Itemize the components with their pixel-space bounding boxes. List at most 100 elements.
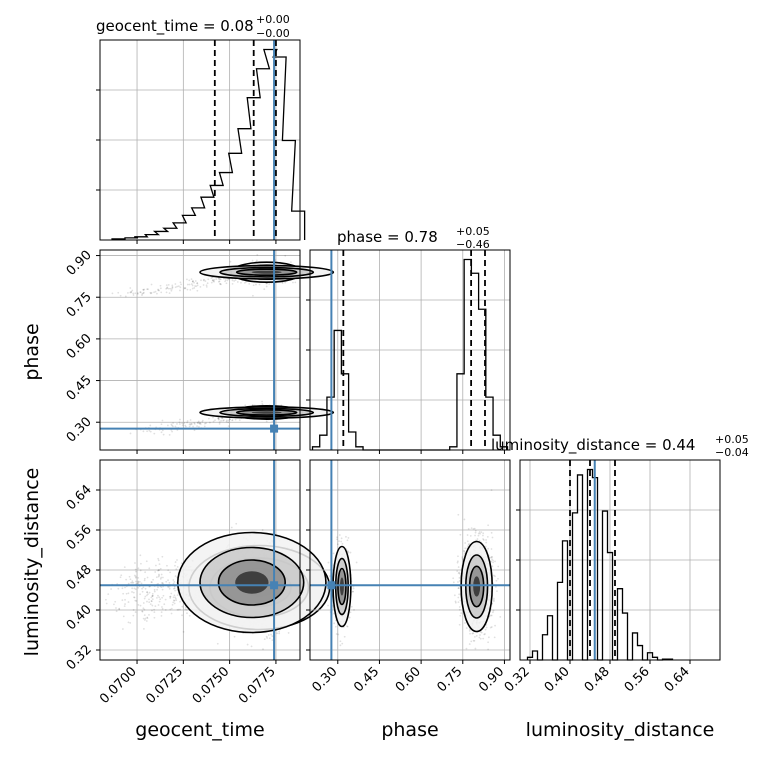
scatter-point bbox=[129, 287, 132, 289]
scatter-point bbox=[169, 595, 172, 598]
scatter-point bbox=[204, 280, 207, 282]
scatter-point bbox=[176, 285, 179, 288]
scatter-point bbox=[145, 620, 148, 622]
scatter-point bbox=[161, 607, 164, 610]
scatter-point bbox=[263, 638, 266, 641]
scatter-point bbox=[454, 600, 457, 603]
scatter-point bbox=[177, 608, 180, 611]
scatter-point bbox=[140, 582, 143, 585]
title-phase-plus: +0.05 bbox=[456, 225, 490, 238]
scatter-point bbox=[491, 558, 493, 561]
histogram-bin bbox=[219, 173, 232, 240]
ylabel-luminosity-distance: luminosity_distance bbox=[21, 468, 43, 657]
scatter-point bbox=[183, 287, 186, 289]
scatter-point bbox=[174, 425, 177, 428]
scatter-point bbox=[154, 605, 157, 608]
scatter-point bbox=[143, 288, 146, 291]
scatter-point bbox=[134, 568, 137, 571]
scatter-point bbox=[214, 419, 216, 422]
scatter-point bbox=[193, 287, 196, 289]
scatter-point bbox=[174, 575, 177, 577]
scatter-point bbox=[206, 282, 209, 285]
scatter-point bbox=[220, 419, 222, 422]
scatter-point bbox=[178, 423, 181, 425]
scatter-point bbox=[202, 279, 205, 282]
scatter-point bbox=[173, 599, 175, 602]
scatter-point bbox=[205, 285, 208, 288]
scatter-point bbox=[347, 537, 350, 539]
x-tick-label: 0.0750 bbox=[190, 664, 233, 707]
scatter-point bbox=[230, 526, 233, 529]
scatter-point bbox=[161, 606, 163, 608]
scatter-point bbox=[204, 422, 206, 425]
scatter-point bbox=[490, 548, 493, 550]
scatter-point bbox=[146, 591, 149, 594]
scatter-point bbox=[193, 281, 195, 284]
panel-geocent-time-histogram-frame bbox=[99, 39, 301, 241]
scatter-point bbox=[161, 582, 164, 584]
scatter-point bbox=[171, 424, 173, 427]
scatter-point bbox=[217, 417, 219, 420]
scatter-point bbox=[201, 420, 204, 423]
scatter-point bbox=[479, 630, 482, 633]
scatter-point bbox=[225, 282, 228, 285]
scatter-point bbox=[482, 538, 484, 540]
scatter-point bbox=[105, 602, 108, 605]
scatter-point bbox=[193, 422, 196, 424]
scatter-point bbox=[472, 527, 475, 530]
scatter-point bbox=[148, 613, 150, 616]
scatter-point bbox=[167, 287, 170, 290]
title-lumdist-name: luminosity_distance = 0.44 bbox=[491, 436, 695, 455]
scatter-point bbox=[136, 582, 139, 585]
scatter-point bbox=[169, 595, 172, 598]
scatter-point bbox=[493, 636, 496, 639]
scatter-point bbox=[220, 283, 222, 286]
scatter-point bbox=[174, 283, 177, 285]
scatter-point bbox=[188, 279, 191, 282]
scatter-point bbox=[487, 524, 490, 527]
panel-phase-histogram-frame bbox=[309, 249, 511, 451]
scatter-point bbox=[146, 600, 148, 603]
scatter-point bbox=[158, 596, 161, 599]
scatter-point bbox=[218, 280, 221, 283]
y-tick-label: 0.56 bbox=[64, 522, 95, 553]
scatter-point bbox=[127, 292, 129, 294]
scatter-point bbox=[284, 281, 287, 284]
truth-marker bbox=[270, 581, 279, 590]
scatter-point bbox=[262, 648, 264, 651]
scatter-point bbox=[186, 612, 188, 615]
scatter-point bbox=[218, 421, 221, 424]
scatter-point bbox=[234, 279, 237, 281]
scatter-point bbox=[161, 588, 164, 591]
truth-marker bbox=[327, 581, 336, 590]
scatter-point bbox=[250, 645, 253, 648]
scatter-point bbox=[225, 420, 228, 423]
scatter-point bbox=[141, 292, 144, 295]
scatter-point bbox=[150, 283, 153, 286]
scatter-point bbox=[175, 568, 178, 571]
scatter-point bbox=[158, 563, 161, 566]
scatter-point bbox=[124, 598, 126, 601]
scatter-point bbox=[124, 295, 127, 298]
y-tick-label: 0.48 bbox=[64, 562, 95, 593]
scatter-point bbox=[240, 281, 242, 284]
scatter-point bbox=[337, 633, 340, 636]
scatter-point bbox=[129, 291, 132, 294]
scatter-point bbox=[266, 637, 269, 639]
scatter-point bbox=[159, 287, 162, 290]
scatter-point bbox=[278, 630, 281, 633]
scatter-point bbox=[107, 593, 110, 596]
scatter-point bbox=[479, 634, 481, 636]
scatter-point bbox=[150, 581, 153, 584]
scatter-point bbox=[186, 420, 189, 422]
scatter-point bbox=[151, 592, 154, 595]
scatter-point bbox=[167, 579, 169, 582]
scatter-point bbox=[150, 600, 153, 603]
scatter-point bbox=[129, 578, 132, 581]
scatter-point bbox=[336, 543, 339, 546]
scatter-point bbox=[115, 607, 117, 609]
scatter-point bbox=[467, 527, 470, 530]
scatter-point bbox=[221, 417, 224, 420]
scatter-point bbox=[173, 581, 176, 583]
scatter-point bbox=[352, 587, 355, 590]
